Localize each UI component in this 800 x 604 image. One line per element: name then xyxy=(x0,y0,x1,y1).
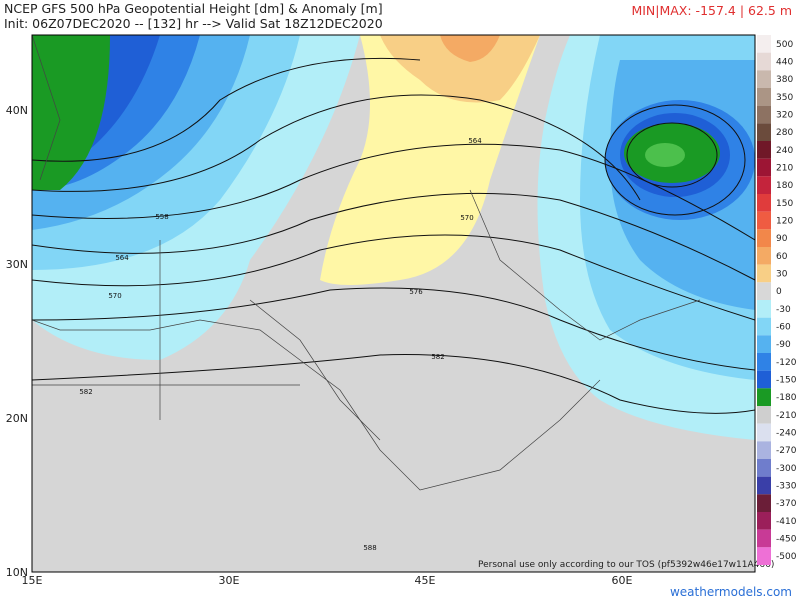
map xyxy=(32,35,755,572)
contour-label: 582 xyxy=(79,388,92,396)
colorbar-cell xyxy=(757,476,771,495)
contour-label: 576 xyxy=(409,288,423,296)
colorbar-label: -180 xyxy=(776,393,797,403)
site: weathermodels.com xyxy=(670,585,792,599)
lat-label: 10N xyxy=(6,566,28,579)
colorbar-cell xyxy=(757,441,771,459)
colorbar-label: 180 xyxy=(776,181,793,191)
colorbar-label: -370 xyxy=(776,499,797,509)
colorbar-cell xyxy=(757,494,771,512)
colorbar-label: 150 xyxy=(776,199,793,209)
colorbar-label: -150 xyxy=(776,376,797,386)
lat-label: 20N xyxy=(6,412,28,425)
contour-label: 582 xyxy=(431,353,444,361)
colorbar-cell xyxy=(757,247,771,265)
lon-label: 60E xyxy=(612,574,633,587)
colorbar-cell xyxy=(757,70,771,88)
colorbar-label: -30 xyxy=(776,305,791,315)
colorbar-cell xyxy=(757,123,771,141)
colorbar-cell xyxy=(757,105,771,124)
colorbar-label: 90 xyxy=(776,234,788,244)
colorbar-cell xyxy=(757,35,771,53)
colorbar-cell xyxy=(757,317,771,336)
contour-label: 570 xyxy=(460,214,473,222)
colorbar-label: 380 xyxy=(776,75,793,85)
colorbar-cell xyxy=(757,229,771,247)
lon-label: 45E xyxy=(415,574,436,587)
colorbar-label: -120 xyxy=(776,358,797,368)
colorbar-label: -300 xyxy=(776,464,797,474)
contour-label: 588 xyxy=(363,544,376,552)
min-max: MIN|MAX: -157.4 | 62.5 m xyxy=(631,3,792,18)
colorbar-label: 120 xyxy=(776,217,793,227)
map-frame xyxy=(31,34,756,573)
colorbar-cell xyxy=(757,52,771,71)
colorbar-cell xyxy=(757,512,771,530)
colorbar-cell xyxy=(757,282,771,300)
lat-label: 40N xyxy=(6,104,28,117)
colorbar-label: 320 xyxy=(776,111,793,121)
colorbar-label: -60 xyxy=(776,323,791,333)
colorbar-label: 240 xyxy=(776,146,793,156)
colorbar-label: 30 xyxy=(776,270,788,280)
lon-label: 30E xyxy=(219,574,240,587)
colorbar-cell xyxy=(757,459,771,477)
colorbar-label: -410 xyxy=(776,517,797,527)
colorbar-cell xyxy=(757,158,771,177)
colorbar-label: -450 xyxy=(776,535,797,545)
contour-label: 570 xyxy=(108,292,121,300)
colorbar-label: 500 xyxy=(776,40,793,50)
colorbar-cell xyxy=(757,194,771,212)
colorbar-cell xyxy=(757,353,771,371)
colorbar-cell xyxy=(757,335,771,353)
colorbar-label: -270 xyxy=(776,446,797,456)
colorbar-label: -240 xyxy=(776,429,797,439)
colorbar-label: 60 xyxy=(776,252,788,262)
colorbar-cell xyxy=(757,300,771,318)
colorbar-cell xyxy=(757,547,771,565)
colorbar-label: 280 xyxy=(776,128,793,138)
lat-label: 30N xyxy=(6,258,28,271)
colorbar-cell xyxy=(757,141,771,159)
colorbar-cell xyxy=(757,388,771,406)
colorbar-cell xyxy=(757,176,771,194)
colorbar-cell xyxy=(757,529,771,548)
contour-label: 558 xyxy=(155,213,168,221)
title: NCEP GFS 500 hPa Geopotential Height [dm… xyxy=(4,1,383,16)
colorbar-label: 210 xyxy=(776,164,793,174)
lon-label: 15E xyxy=(22,574,43,587)
colorbar-cell xyxy=(757,88,771,106)
colorbar-label: 350 xyxy=(776,93,793,103)
contour-label: 564 xyxy=(115,254,129,262)
tos-note: Personal use only according to our TOS (… xyxy=(478,560,774,570)
colorbar-label: -500 xyxy=(776,552,797,562)
colorbar-cell xyxy=(757,211,771,230)
colorbar-label: -330 xyxy=(776,482,797,492)
colorbar-cell xyxy=(757,406,771,424)
colorbar-label: 0 xyxy=(776,287,782,297)
colorbar-cell xyxy=(757,370,771,389)
colorbar-label: 440 xyxy=(776,58,793,68)
colorbar-cell xyxy=(757,423,771,442)
contour-label: 564 xyxy=(468,137,482,145)
subtitle: Init: 06Z07DEC2020 -- [132] hr --> Valid… xyxy=(4,16,383,31)
colorbar-label: -90 xyxy=(776,340,791,350)
colorbar-label: -210 xyxy=(776,411,797,421)
colorbar-cell xyxy=(757,264,771,283)
